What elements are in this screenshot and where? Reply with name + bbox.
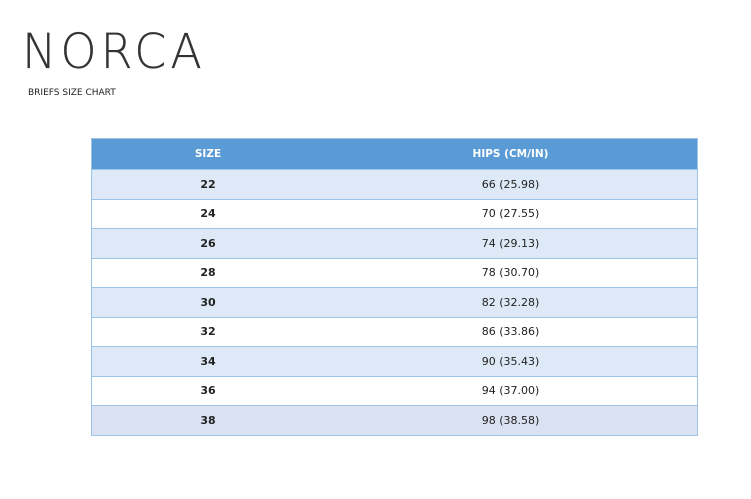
table-row: 32 86 (33.86) [91, 316, 698, 347]
hips-cell: 86 (33.86) [324, 316, 698, 347]
table-row: 28 78 (30.70) [91, 257, 698, 288]
table-row: 22 66 (25.98) [91, 169, 698, 199]
table-row: 24 70 (27.55) [91, 198, 698, 229]
hips-cell: 90 (35.43) [324, 346, 698, 376]
size-cell: 36 [91, 375, 324, 406]
size-cell: 22 [91, 169, 324, 199]
hips-cell: 70 (27.55) [324, 198, 698, 229]
table-head: SIZE HIPS (CM/IN) [91, 138, 698, 170]
hips-cell: 82 (32.28) [324, 287, 698, 317]
table-row: 36 94 (37.00) [91, 375, 698, 406]
hips-cell: 78 (30.70) [324, 257, 698, 288]
size-cell: 30 [91, 287, 324, 317]
header-row: SIZE HIPS (CM/IN) [91, 138, 698, 170]
table-row: 26 74 (29.13) [91, 228, 698, 258]
size-cell: 24 [91, 198, 324, 229]
size-cell: 38 [91, 405, 324, 435]
column-header: SIZE [91, 138, 324, 170]
hips-cell: 94 (37.00) [324, 375, 698, 406]
size-cell: 26 [91, 228, 324, 258]
hips-cell: 66 (25.98) [324, 169, 698, 199]
table-row: 30 82 (32.28) [91, 287, 698, 317]
size-table: SIZE HIPS (CM/IN) 22 66 (25.98) 24 70 (27.55… [91, 138, 698, 436]
column-header: HIPS (CM/IN) [324, 138, 698, 170]
size-cell: 28 [91, 257, 324, 288]
table-row: 34 90 (35.43) [91, 346, 698, 376]
subtitle: BRIEFS SIZE CHART [28, 88, 116, 98]
logo: NORCA [22, 22, 206, 80]
size-cell: 32 [91, 316, 324, 347]
size-cell: 34 [91, 346, 324, 376]
hips-cell: 74 (29.13) [324, 228, 698, 258]
table-row: 38 98 (38.58) [91, 405, 698, 435]
hips-cell: 98 (38.58) [324, 405, 698, 435]
table-body: 22 66 (25.98) 24 70 (27.55) 26 74 (29.13) 28 78… [91, 169, 698, 435]
